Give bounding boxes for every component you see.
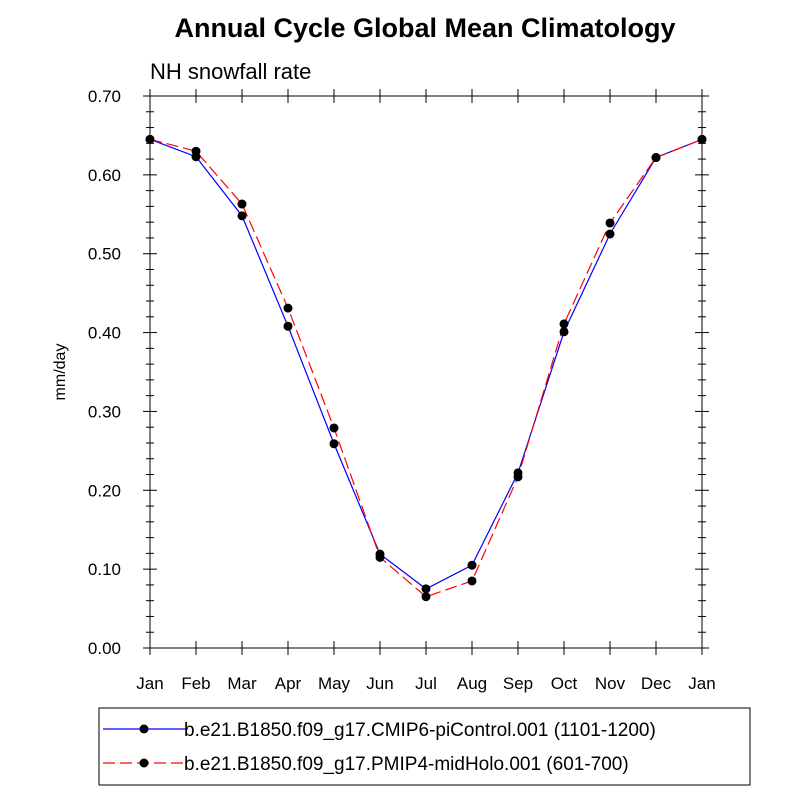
series-2-point — [559, 319, 569, 329]
series-1-point — [559, 327, 569, 337]
series-layer — [145, 134, 707, 602]
y-tick-label: 0.70 — [88, 87, 121, 106]
x-tick-label: Jun — [366, 674, 393, 693]
x-tick-label: Dec — [641, 674, 672, 693]
y-tick-label: 0.20 — [88, 481, 121, 500]
series-2-point — [421, 592, 431, 602]
legend-label-2: b.e21.B1850.f09_g17.PMIP4-midHolo.001 (6… — [184, 754, 629, 775]
y-tick-label: 0.50 — [88, 245, 121, 264]
x-tick-label: Mar — [227, 674, 257, 693]
axis-ticks: 0.00 0.10 0.20 0.30 0.40 0.50 0.60 0.70 Jan Feb Ma… — [88, 87, 716, 693]
series-2-point — [467, 576, 477, 586]
series-2-point — [605, 218, 615, 228]
legend: b.e21.B1850.f09_g17.CMIP6-piControl.001 … — [98, 707, 751, 786]
chart-title: Annual Cycle Global Mean Climatology — [174, 13, 675, 43]
x-tick-label: Jul — [415, 674, 437, 693]
y-tick-label: 0.10 — [88, 560, 121, 579]
series-line-1 — [149, 138, 703, 590]
series-1-point — [329, 439, 339, 449]
x-tick-label: Nov — [595, 674, 626, 693]
series-1-point — [467, 560, 477, 570]
legend-box — [98, 707, 751, 786]
plot-frame — [149, 95, 703, 649]
series-2-point — [145, 134, 155, 144]
series-line-2 — [149, 138, 703, 598]
legend-label-1: b.e21.B1850.f09_g17.CMIP6-piControl.001 … — [184, 720, 656, 741]
series-2-point — [375, 552, 385, 562]
chart-subtitle: NH snowfall rate — [150, 59, 311, 84]
y-tick-label: 0.60 — [88, 166, 121, 185]
y-tick-label: 0.30 — [88, 402, 121, 421]
x-tick-label: Feb — [181, 674, 210, 693]
x-tick-label: May — [318, 674, 351, 693]
y-tick-label: 0.00 — [88, 639, 121, 658]
series-1-point — [283, 321, 293, 331]
x-tick-label: Oct — [551, 674, 578, 693]
y-tick-label: 0.40 — [88, 324, 121, 343]
x-tick-label: Jan — [136, 674, 163, 693]
x-tick-label: Jan — [688, 674, 715, 693]
series-2-point — [651, 153, 661, 163]
series-2-point — [697, 134, 707, 144]
series-1-point — [237, 211, 247, 221]
series-2-point — [237, 199, 247, 209]
x-tick-label: Aug — [457, 674, 487, 693]
series-1-point — [605, 229, 615, 239]
series-1-point — [421, 584, 431, 594]
y-axis-label: mm/day — [52, 344, 69, 401]
x-tick-label: Apr — [275, 674, 302, 693]
legend-items: b.e21.B1850.f09_g17.CMIP6-piControl.001 … — [103, 720, 656, 775]
x-tick-label: Sep — [503, 674, 533, 693]
series-2-point — [513, 472, 523, 482]
legend-marker-2 — [139, 758, 149, 768]
series-2-point — [329, 423, 339, 433]
series-2-point — [191, 146, 201, 156]
legend-marker-1 — [139, 724, 149, 734]
series-2-point — [283, 303, 293, 313]
